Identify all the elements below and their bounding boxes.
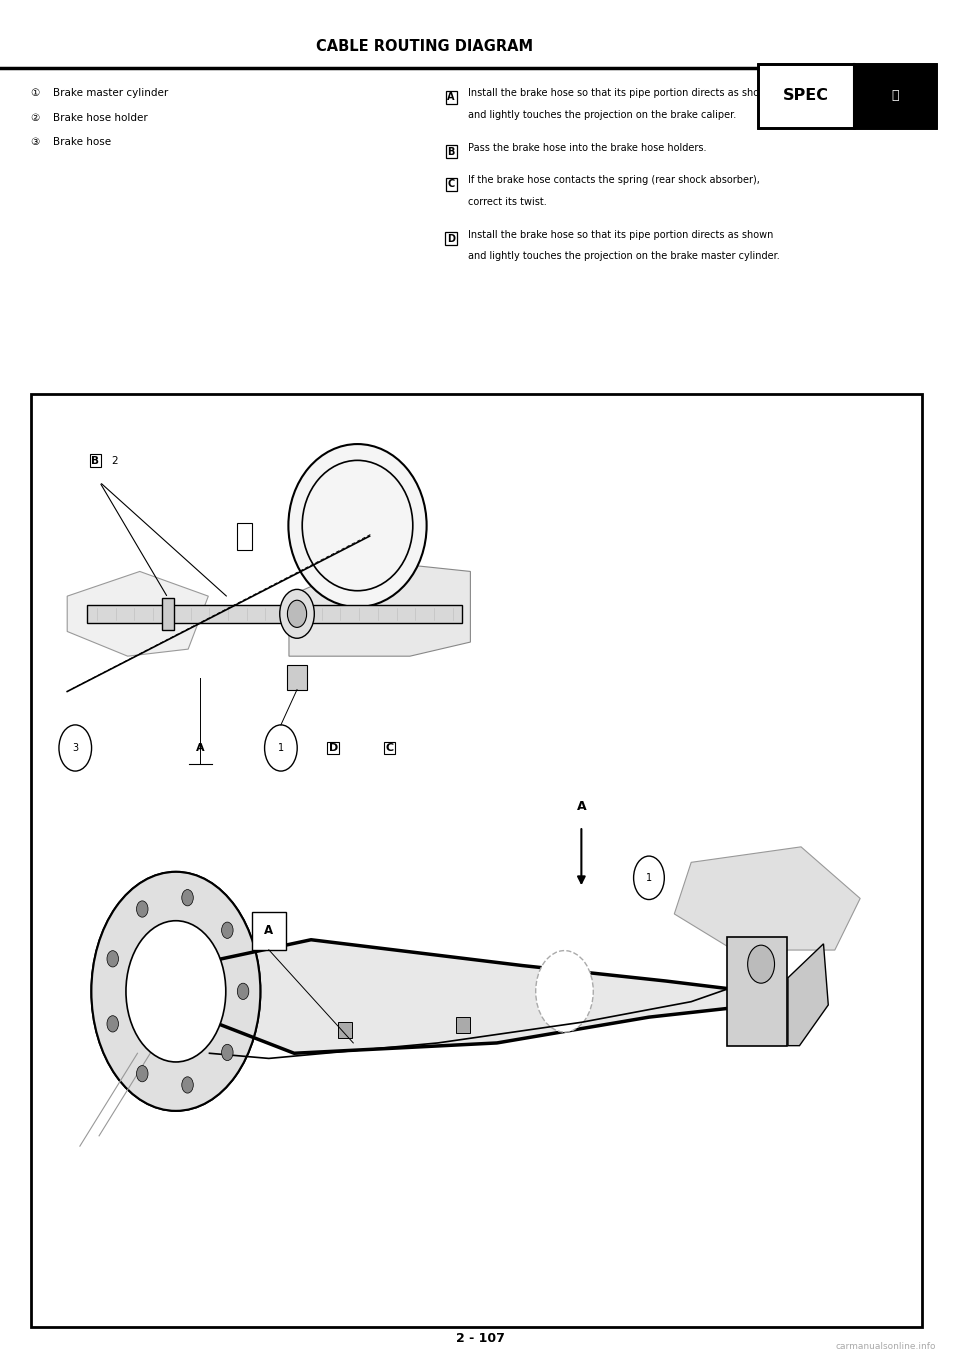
Text: If the brake hose contacts the spring (rear shock absorber),: If the brake hose contacts the spring (r…: [468, 175, 760, 185]
Polygon shape: [674, 847, 860, 951]
Bar: [237, 523, 252, 550]
Text: Install the brake hose so that its pipe portion directs as shown: Install the brake hose so that its pipe …: [468, 88, 774, 98]
Text: 1: 1: [277, 743, 284, 752]
Text: D: D: [328, 743, 338, 752]
Circle shape: [136, 900, 148, 917]
Polygon shape: [788, 944, 828, 1046]
Bar: [758, 64, 854, 128]
Circle shape: [279, 589, 314, 638]
Text: ①: ①: [31, 88, 40, 98]
Bar: [456, 1017, 469, 1033]
Text: SPEC: SPEC: [783, 88, 829, 103]
Bar: [758, 64, 936, 128]
Polygon shape: [214, 940, 751, 1054]
Text: A: A: [577, 800, 587, 812]
Text: 1: 1: [646, 873, 652, 883]
Circle shape: [222, 1044, 233, 1061]
Bar: [87, 604, 463, 622]
Circle shape: [181, 889, 193, 906]
Text: correct its twist.: correct its twist.: [468, 197, 547, 206]
Circle shape: [181, 1077, 193, 1093]
Text: 2 - 107: 2 - 107: [456, 1332, 504, 1346]
Circle shape: [748, 945, 775, 983]
Text: ⛏: ⛏: [892, 90, 899, 102]
Circle shape: [237, 983, 249, 999]
Text: 2: 2: [111, 455, 118, 466]
Polygon shape: [289, 561, 470, 656]
Text: C: C: [386, 743, 394, 752]
Text: A: A: [196, 743, 204, 752]
Circle shape: [91, 872, 260, 1111]
Circle shape: [634, 856, 664, 899]
Ellipse shape: [288, 444, 426, 607]
Bar: [338, 1021, 351, 1038]
Circle shape: [536, 951, 593, 1032]
Text: A: A: [264, 925, 274, 937]
Bar: [287, 665, 306, 690]
Circle shape: [265, 725, 298, 771]
Bar: [728, 937, 787, 1046]
Polygon shape: [67, 572, 208, 656]
Circle shape: [126, 921, 226, 1062]
Circle shape: [91, 872, 260, 1111]
Text: D: D: [447, 234, 455, 243]
Bar: [162, 598, 174, 630]
Text: and lightly touches the projection on the brake master cylinder.: and lightly touches the projection on th…: [468, 251, 780, 261]
Bar: [31, 394, 922, 1327]
Text: B: B: [91, 455, 100, 466]
Circle shape: [136, 1066, 148, 1082]
Text: ③: ③: [31, 137, 40, 147]
Text: ②: ②: [31, 113, 40, 122]
Bar: [296, 598, 307, 630]
Circle shape: [107, 951, 118, 967]
Circle shape: [59, 725, 91, 771]
Text: Pass the brake hose into the brake hose holders.: Pass the brake hose into the brake hose …: [468, 143, 707, 152]
Bar: [252, 911, 286, 949]
Text: Brake hose holder: Brake hose holder: [53, 113, 148, 122]
Text: and lightly touches the projection on the brake caliper.: and lightly touches the projection on th…: [468, 110, 736, 120]
Text: 3: 3: [72, 743, 79, 752]
Circle shape: [287, 600, 306, 627]
Text: CABLE ROUTING DIAGRAM: CABLE ROUTING DIAGRAM: [316, 39, 533, 54]
Text: B: B: [447, 147, 455, 156]
Text: Install the brake hose so that its pipe portion directs as shown: Install the brake hose so that its pipe …: [468, 230, 774, 239]
Bar: [854, 64, 936, 128]
Text: Brake master cylinder: Brake master cylinder: [53, 88, 168, 98]
Text: Brake hose: Brake hose: [53, 137, 111, 147]
Text: A: A: [447, 92, 455, 102]
Text: carmanualsonline.info: carmanualsonline.info: [835, 1342, 936, 1351]
Text: C: C: [447, 179, 455, 189]
Circle shape: [222, 922, 233, 938]
Circle shape: [107, 1016, 118, 1032]
